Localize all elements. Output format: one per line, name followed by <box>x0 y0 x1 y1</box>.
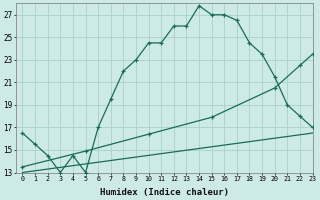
X-axis label: Humidex (Indice chaleur): Humidex (Indice chaleur) <box>100 188 229 197</box>
